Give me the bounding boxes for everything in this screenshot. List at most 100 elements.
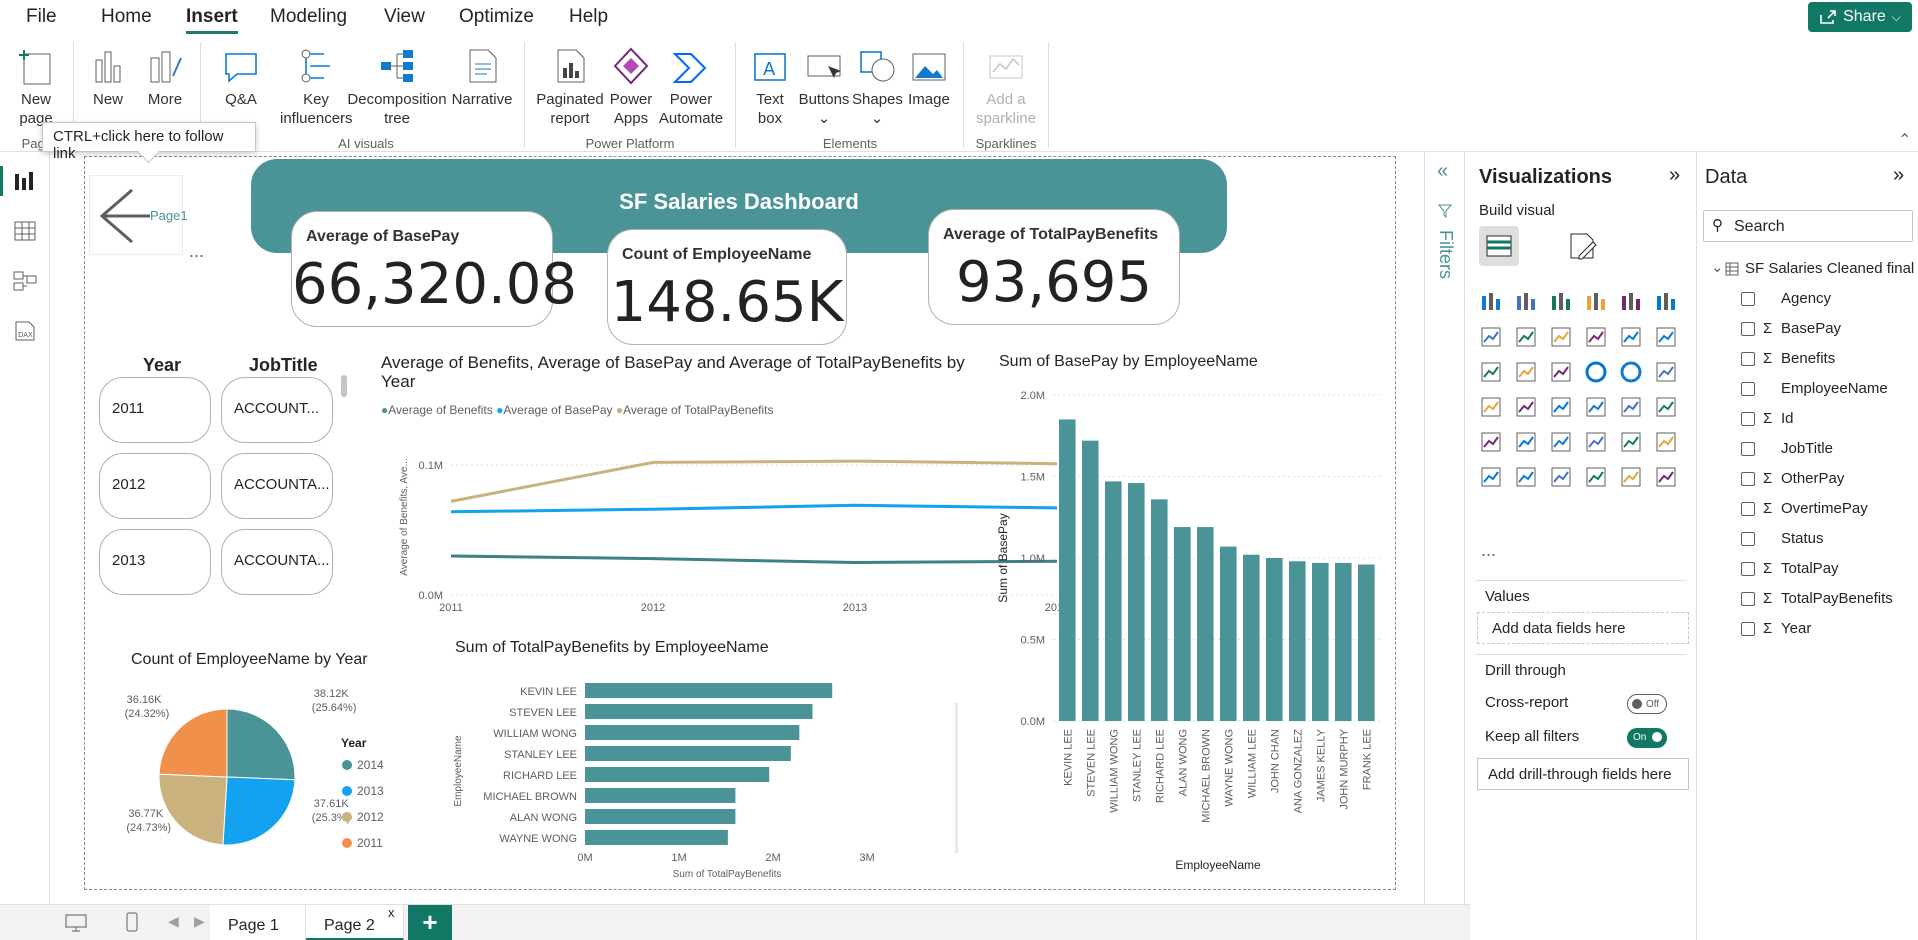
- kpi-card-avg-totalpaybenefits[interactable]: Average of TotalPayBenefits 93,695: [928, 209, 1180, 325]
- funnel-visual-icon[interactable]: [1514, 360, 1538, 384]
- line-column-visual-icon[interactable]: [1654, 325, 1678, 349]
- field-item[interactable]: Σ Id: [1741, 410, 1917, 430]
- donut-visual-icon[interactable]: [1619, 360, 1643, 384]
- field-checkbox[interactable]: [1741, 382, 1755, 396]
- decomposition-visual-icon[interactable]: [1479, 465, 1503, 489]
- narrative-visual-icon[interactable]: [1549, 465, 1573, 489]
- field-checkbox[interactable]: [1741, 472, 1755, 486]
- clustered-bar-visual-icon[interactable]: [1549, 290, 1573, 314]
- share-button[interactable]: Share ⌵: [1808, 2, 1912, 32]
- stacked-column-visual-icon[interactable]: [1514, 290, 1538, 314]
- gauge-visual-icon[interactable]: [1584, 395, 1608, 419]
- key-influencers-visual-icon[interactable]: [1654, 430, 1678, 454]
- scatter-visual-icon[interactable]: [1549, 360, 1573, 384]
- multi-row-card-visual-icon[interactable]: [1479, 430, 1503, 454]
- tab-page1[interactable]: Page 1: [210, 905, 306, 940]
- decomposition-tree-button[interactable]: Decomposition tree: [346, 46, 448, 128]
- field-checkbox[interactable]: [1741, 292, 1755, 306]
- report-view-icon[interactable]: [12, 170, 38, 192]
- field-checkbox[interactable]: [1741, 622, 1755, 636]
- kpi-card-count-employee[interactable]: Count of EmployeeName 148.65K: [607, 229, 847, 345]
- key-influencers-button[interactable]: Key influencers: [280, 46, 353, 128]
- power-apps-button[interactable]: Power Apps: [604, 46, 658, 128]
- power-automate-button[interactable]: Power Automate: [656, 46, 726, 128]
- jobtitle-slicer-item[interactable]: ACCOUNTA...: [221, 453, 333, 519]
- waterfall-visual-icon[interactable]: [1619, 325, 1643, 349]
- field-checkbox[interactable]: [1741, 352, 1755, 366]
- add-data-fields-well[interactable]: Add data fields here: [1477, 612, 1689, 644]
- menu-modeling[interactable]: Modeling: [270, 6, 348, 27]
- new-page-button[interactable]: New page: [8, 46, 64, 128]
- jobtitle-slicer-item[interactable]: ACCOUNTA...: [221, 529, 333, 595]
- table-visual-icon[interactable]: [1514, 430, 1538, 454]
- field-item[interactable]: Σ OtherPay: [1741, 470, 1917, 490]
- page-navigator[interactable]: Page1: [89, 175, 188, 255]
- next-page-icon[interactable]: ▶: [194, 913, 205, 929]
- matrix-visual-icon[interactable]: [1549, 430, 1573, 454]
- qa-visual-icon[interactable]: [1514, 465, 1538, 489]
- search-input[interactable]: ⚲ Search: [1703, 210, 1913, 242]
- kpi-card-avg-basepay[interactable]: Average of BasePay 66,320.08: [291, 211, 577, 327]
- vbar-chart[interactable]: 0.0M 0.5M 1.0M 1.5M 2.0M KEVIN LEE STEVEN LEE W…: [993, 375, 1393, 881]
- 100-bar-visual-icon[interactable]: [1619, 290, 1643, 314]
- field-item[interactable]: Σ OvertimePay: [1741, 500, 1917, 520]
- field-checkbox[interactable]: [1741, 322, 1755, 336]
- more-visuals-button[interactable]: More: [140, 46, 190, 109]
- build-visual-tab[interactable]: [1479, 226, 1519, 266]
- field-checkbox[interactable]: [1741, 562, 1755, 576]
- back-arrow-icon[interactable]: [92, 178, 152, 248]
- menu-view[interactable]: View: [384, 6, 425, 27]
- field-checkbox[interactable]: [1741, 502, 1755, 516]
- field-item[interactable]: EmployeeName: [1741, 380, 1917, 400]
- line-chart[interactable]: 0.0M0.1M2011201220132014YearAverage of B…: [375, 425, 1065, 615]
- add-drill-through-well[interactable]: Add drill-through fields here: [1477, 758, 1689, 790]
- model-view-icon[interactable]: [12, 270, 38, 292]
- field-checkbox[interactable]: [1741, 442, 1755, 456]
- field-item[interactable]: Status: [1741, 530, 1917, 550]
- pie-chart[interactable]: 38.12K (25.64%) 37.61K (25.3%) 36.77K (24.73%…: [121, 677, 431, 877]
- tab-page2[interactable]: Page 2 x: [306, 905, 404, 940]
- menu-file[interactable]: File: [26, 6, 57, 27]
- year-slicer-item[interactable]: 2013: [99, 529, 211, 595]
- field-item[interactable]: Σ BasePay: [1741, 320, 1917, 340]
- map-visual-icon[interactable]: [1479, 395, 1503, 419]
- collapse-ribbon-icon[interactable]: ⌃: [1898, 132, 1912, 149]
- more-options-icon[interactable]: ...: [189, 241, 205, 261]
- filters-label[interactable]: Filters: [1436, 230, 1456, 279]
- stacked-area-visual-icon[interactable]: [1549, 325, 1573, 349]
- r-visual-visual-icon[interactable]: [1584, 430, 1608, 454]
- add-sparkline-button[interactable]: Add a sparkline: [970, 46, 1042, 128]
- paginated-report-button[interactable]: Paginated report: [534, 46, 606, 128]
- menu-insert[interactable]: Insert: [186, 6, 238, 34]
- field-checkbox[interactable]: [1741, 412, 1755, 426]
- desktop-layout-icon[interactable]: [64, 913, 88, 933]
- year-slicer-item[interactable]: 2012: [99, 453, 211, 519]
- stacked-bar-visual-icon[interactable]: [1479, 290, 1503, 314]
- new-visual-button[interactable]: New: [84, 46, 132, 109]
- 100-column-visual-icon[interactable]: [1654, 290, 1678, 314]
- python-visual-icon[interactable]: [1619, 430, 1643, 454]
- expand-filters-icon[interactable]: «: [1437, 160, 1449, 182]
- text-box-button[interactable]: A Text box: [748, 46, 792, 128]
- field-item[interactable]: Σ Year: [1741, 620, 1917, 640]
- power-apps-visual-icon[interactable]: [1619, 465, 1643, 489]
- collapse-data-icon[interactable]: »: [1893, 164, 1905, 186]
- shapes-button[interactable]: Shapes ⌄: [852, 46, 903, 128]
- paginated-visual-icon[interactable]: [1584, 465, 1608, 489]
- field-item[interactable]: Σ Benefits: [1741, 350, 1917, 370]
- prev-page-icon[interactable]: ◀: [168, 913, 179, 929]
- power-automate-visual-icon[interactable]: [1654, 465, 1678, 489]
- qa-button[interactable]: Q&A: [216, 46, 266, 109]
- keep-filters-toggle[interactable]: On: [1627, 728, 1667, 748]
- field-item[interactable]: Σ TotalPayBenefits: [1741, 590, 1917, 610]
- clustered-column-visual-icon[interactable]: [1584, 290, 1608, 314]
- format-visual-icon[interactable]: [1565, 228, 1601, 264]
- table-view-icon[interactable]: [12, 220, 38, 242]
- narrative-button[interactable]: Narrative: [448, 46, 516, 109]
- year-slicer-item[interactable]: 2011: [99, 377, 211, 443]
- dax-query-icon[interactable]: DAX: [12, 320, 38, 342]
- menu-optimize[interactable]: Optimize: [459, 6, 534, 27]
- pie-visual-icon[interactable]: [1584, 360, 1608, 384]
- hbar-chart[interactable]: KEVIN LEE STEVEN LEE WILLIAM WONG STANLEY L…: [449, 663, 969, 885]
- jobtitle-slicer-item[interactable]: ACCOUNT...: [221, 377, 333, 443]
